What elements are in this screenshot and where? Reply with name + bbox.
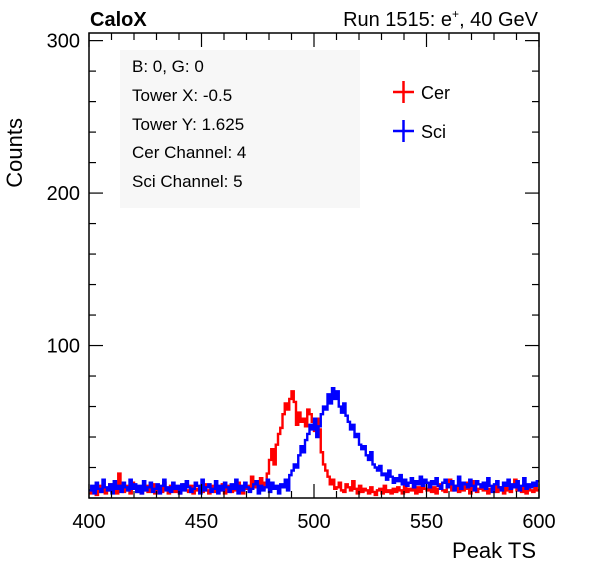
y-tick-label: 200 [47,183,80,205]
y-axis-label: Counts [2,118,27,188]
x-tick-label: 600 [522,511,555,533]
y-tick-label: 300 [47,31,80,53]
y-tick-label: 100 [47,336,80,358]
header-right-prefix: Run 1515: e [343,9,452,31]
info-line: B: 0, G: 0 [132,57,204,76]
header-right-sup: + [452,7,459,21]
legend: Cer Sci [393,81,450,142]
x-tick-label: 550 [410,511,443,533]
x-tick-label: 450 [185,511,218,533]
info-line: Sci Channel: 5 [132,172,243,191]
info-line: Cer Channel: 4 [132,143,246,162]
series-sci-line [89,387,539,495]
info-line: Tower X: -0.5 [132,86,232,105]
header-right-suffix: , 40 GeV [459,9,539,31]
series-layer [89,387,539,497]
tick-layer [88,33,540,499]
legend-sci-label: Sci [421,122,446,142]
header-right-label: Run 1515: e+, 40 GeV [343,7,539,31]
tick-label-layer: 400 450 500 550 600 100 200 300 [47,31,556,533]
info-line: Tower Y: 1.625 [132,115,244,134]
header-left-label: CaloX [90,9,147,31]
x-tick-label: 400 [72,511,105,533]
info-box [120,50,360,208]
x-tick-label: 500 [297,511,330,533]
legend-cer-label: Cer [421,83,450,103]
x-axis-label: Peak TS [452,538,536,563]
